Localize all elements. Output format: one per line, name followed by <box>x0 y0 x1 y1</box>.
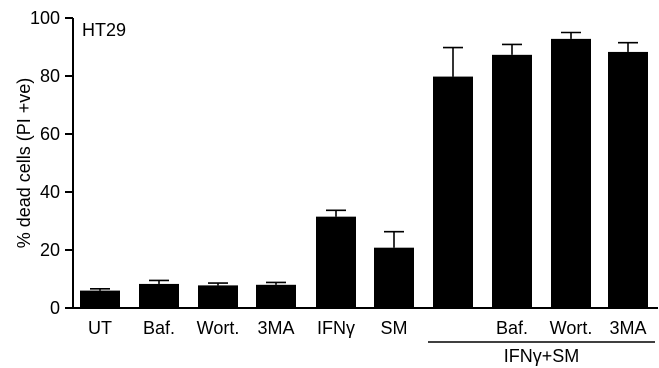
x-tick-labels: UT Baf. Wort. 3MA IFNγ SM Baf. Wort. 3MA <box>88 318 647 338</box>
x-tick-label: IFNγ <box>317 318 355 338</box>
bar <box>374 247 414 308</box>
x-tick-label: Baf. <box>143 318 175 338</box>
y-tick-label: 100 <box>30 8 60 28</box>
x-tick-label: Baf. <box>496 318 528 338</box>
bar <box>492 54 532 308</box>
bar <box>139 283 179 308</box>
panel-label: HT29 <box>82 20 126 40</box>
y-tick-label: 60 <box>40 124 60 144</box>
y-tick-label: 80 <box>40 66 60 86</box>
error-bars <box>90 31 638 291</box>
x-tick-label: SM <box>381 318 408 338</box>
y-tick-label: 20 <box>40 240 60 260</box>
x-tick-label: UT <box>88 318 112 338</box>
x-tick-label: 3MA <box>257 318 294 338</box>
bar <box>198 285 238 308</box>
bar <box>256 284 296 308</box>
bar <box>433 76 473 308</box>
y-ticks: 0 20 40 60 80 100 <box>30 8 73 318</box>
y-axis-label: % dead cells (PI +ve) <box>14 78 34 249</box>
y-tick-label: 40 <box>40 182 60 202</box>
bars <box>80 38 648 309</box>
x-tick-label: Wort. <box>550 318 593 338</box>
x-tick-label: 3MA <box>609 318 646 338</box>
x-tick-label: Wort. <box>197 318 240 338</box>
bar <box>608 51 648 309</box>
y-tick-label: 0 <box>50 298 60 318</box>
bar <box>316 216 356 308</box>
group-label: IFNγ+SM <box>504 346 580 366</box>
bar <box>551 38 591 308</box>
bar <box>80 290 120 308</box>
